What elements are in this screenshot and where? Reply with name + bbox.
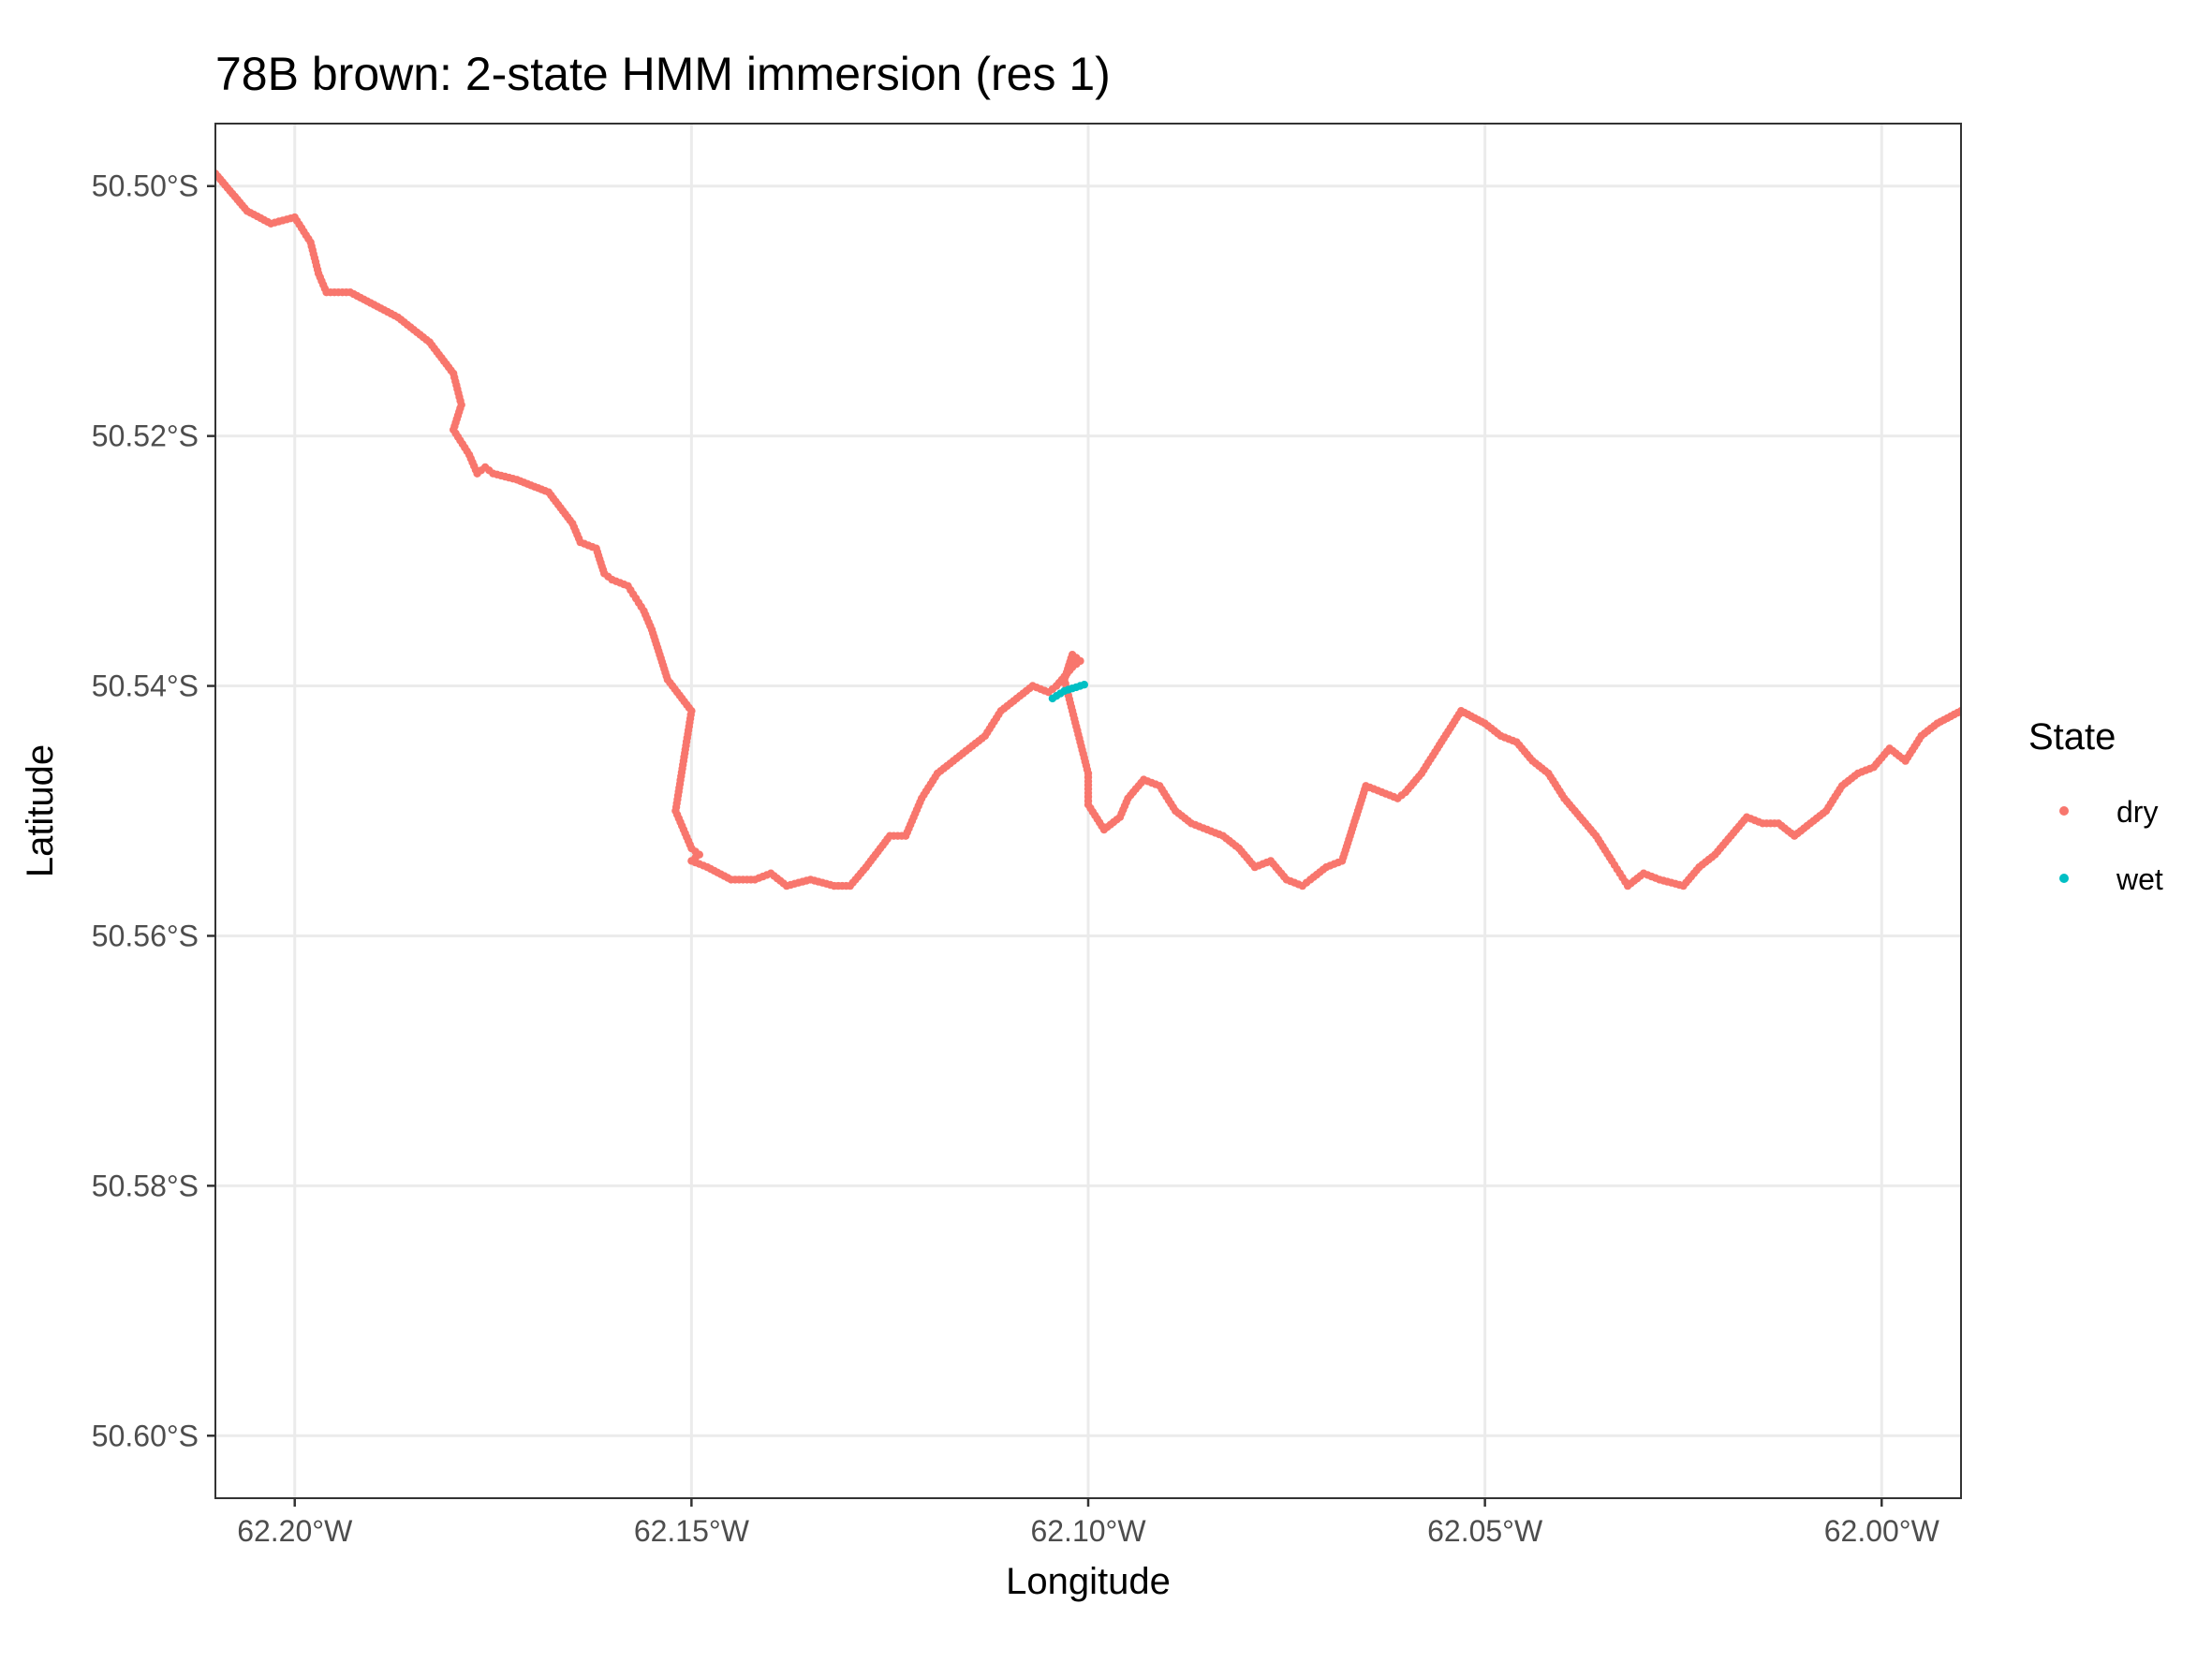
series-wet	[1048, 681, 1089, 703]
y-tick-label: 50.52°S	[92, 419, 199, 453]
x-tick-label: 62.05°W	[1427, 1514, 1543, 1548]
y-tick-label: 50.54°S	[92, 670, 199, 703]
y-tick-label: 50.56°S	[92, 919, 199, 952]
legend-label-dry: dry	[2116, 795, 2158, 829]
y-tick-label: 50.60°S	[92, 1419, 199, 1452]
point-dry	[1956, 707, 1961, 715]
x-tick-label: 62.10°W	[1030, 1514, 1146, 1548]
point-wet	[1080, 681, 1089, 689]
x-tick-label: 62.15°W	[634, 1514, 750, 1548]
legend: State dry wet	[2028, 716, 2163, 896]
legend-label-wet: wet	[2116, 862, 2163, 896]
legend-title: State	[2028, 716, 2116, 758]
y-tick-label: 50.58°S	[92, 1169, 199, 1202]
y-tick-label: 50.50°S	[92, 169, 199, 203]
x-tick-label: 62.20°W	[237, 1514, 353, 1548]
chart-title: 78B brown: 2-state HMM immersion (res 1)	[215, 48, 1111, 100]
plot-area	[215, 169, 1961, 890]
series-dry	[215, 169, 1961, 890]
x-axis-title: Longitude	[1006, 1561, 1171, 1602]
legend-key-dry	[2059, 806, 2069, 816]
legend-key-wet	[2059, 874, 2069, 883]
x-tick-label: 62.00°W	[1824, 1514, 1940, 1548]
axis-ticks: 62.20°W 62.15°W 62.10°W 62.05°W 62.00°W 50.50…	[92, 169, 1940, 1548]
y-axis-title: Latitude	[20, 744, 61, 877]
